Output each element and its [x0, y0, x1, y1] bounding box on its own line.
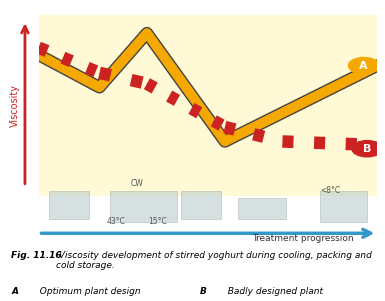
Text: Viscosity development of stirred yoghurt during cooling, packing and
cold storag: Viscosity development of stirred yoghurt…	[56, 251, 372, 270]
Circle shape	[348, 57, 379, 74]
Text: Badly designed plant: Badly designed plant	[222, 287, 323, 296]
Text: A: A	[12, 287, 18, 296]
Text: Optimum plant design: Optimum plant design	[33, 287, 140, 296]
Text: B: B	[363, 144, 371, 154]
FancyBboxPatch shape	[181, 191, 221, 219]
FancyBboxPatch shape	[320, 191, 367, 222]
Text: 43°C: 43°C	[107, 217, 126, 226]
Text: Viscosity: Viscosity	[10, 84, 20, 127]
Text: Treatment progression: Treatment progression	[252, 234, 353, 243]
Circle shape	[352, 141, 382, 157]
FancyBboxPatch shape	[110, 191, 177, 222]
FancyBboxPatch shape	[49, 191, 89, 219]
Text: A: A	[360, 61, 368, 71]
FancyBboxPatch shape	[238, 198, 286, 219]
Text: 15°C: 15°C	[148, 217, 166, 226]
Text: <8°C: <8°C	[320, 186, 340, 195]
Text: Fig. 11.16: Fig. 11.16	[12, 251, 62, 260]
FancyBboxPatch shape	[38, 15, 377, 196]
Text: CW: CW	[131, 179, 143, 188]
Text: B: B	[200, 287, 207, 296]
